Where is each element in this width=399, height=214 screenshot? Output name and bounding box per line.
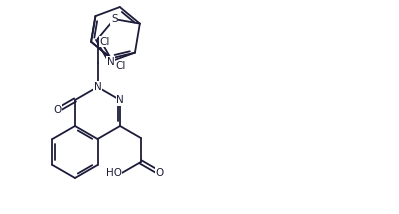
Text: Cl: Cl <box>99 37 109 47</box>
Text: HO: HO <box>106 168 122 178</box>
Text: N: N <box>116 95 124 105</box>
Text: N: N <box>107 56 115 67</box>
Text: S: S <box>111 14 118 24</box>
Text: O: O <box>53 105 62 115</box>
Text: O: O <box>156 168 164 178</box>
Text: N: N <box>94 82 101 92</box>
Text: Cl: Cl <box>115 61 126 71</box>
